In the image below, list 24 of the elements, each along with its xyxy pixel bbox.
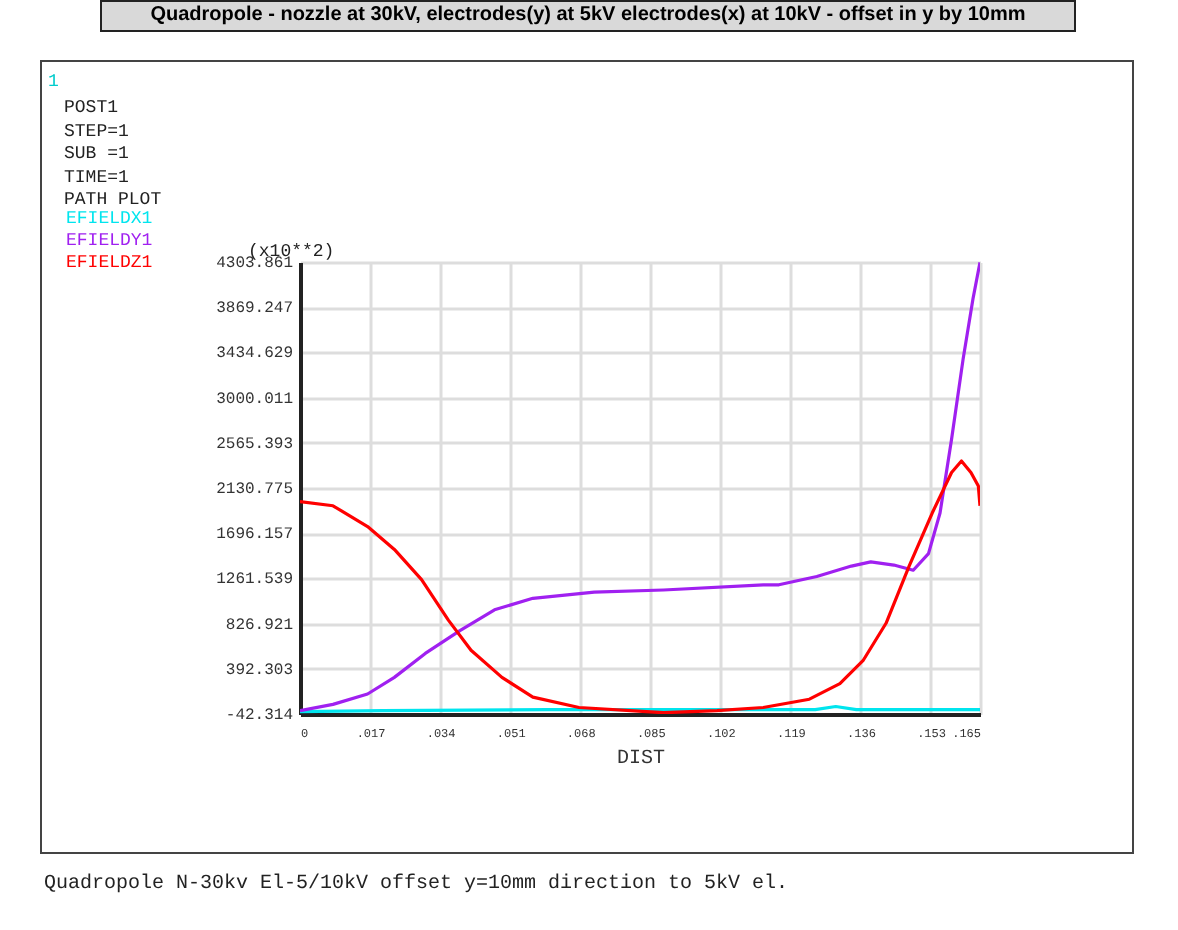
y-tick-label: 3000.011 [216, 390, 294, 409]
line-series [300, 262, 980, 713]
text: STEP=1 [64, 122, 129, 142]
text: TIME=1 [64, 168, 129, 188]
y-tick-label: 2565.393 [216, 435, 294, 454]
text: 1 [48, 72, 59, 92]
y-tick-label: 3434.629 [216, 345, 294, 364]
y-tick-label: 3869.247 [216, 300, 294, 319]
text: EFIELDX1 [66, 209, 153, 229]
text: EFIELDZ1 [66, 253, 153, 273]
text: PATH PLOT [64, 190, 162, 210]
y-tick-label: 2130.775 [216, 481, 294, 499]
chart-title: Quadropole - nozzle at 30kV, electrodes(y) at 5kV electrodes(x) at 10kV - offset in y by 10mm [100, 0, 1076, 32]
y-tick-label: 4303.861 [216, 255, 294, 273]
x-axis-title: DIST [616, 749, 666, 771]
y-tick-label: 1261.539 [216, 571, 294, 590]
y-tick-label: 392.303 [225, 661, 294, 680]
y-tick-label: 826.921 [225, 616, 294, 635]
y-tick-label: -42.314 [225, 707, 294, 725]
text: Quadropole N-30kv El-5/10kV offset y=10mm direction to 5kV el. [44, 874, 789, 896]
text: POST1 [64, 98, 119, 118]
text: SUB =1 [64, 144, 129, 164]
y-tick-label: 1696.157 [216, 526, 294, 545]
text: EFIELDY1 [66, 231, 153, 251]
